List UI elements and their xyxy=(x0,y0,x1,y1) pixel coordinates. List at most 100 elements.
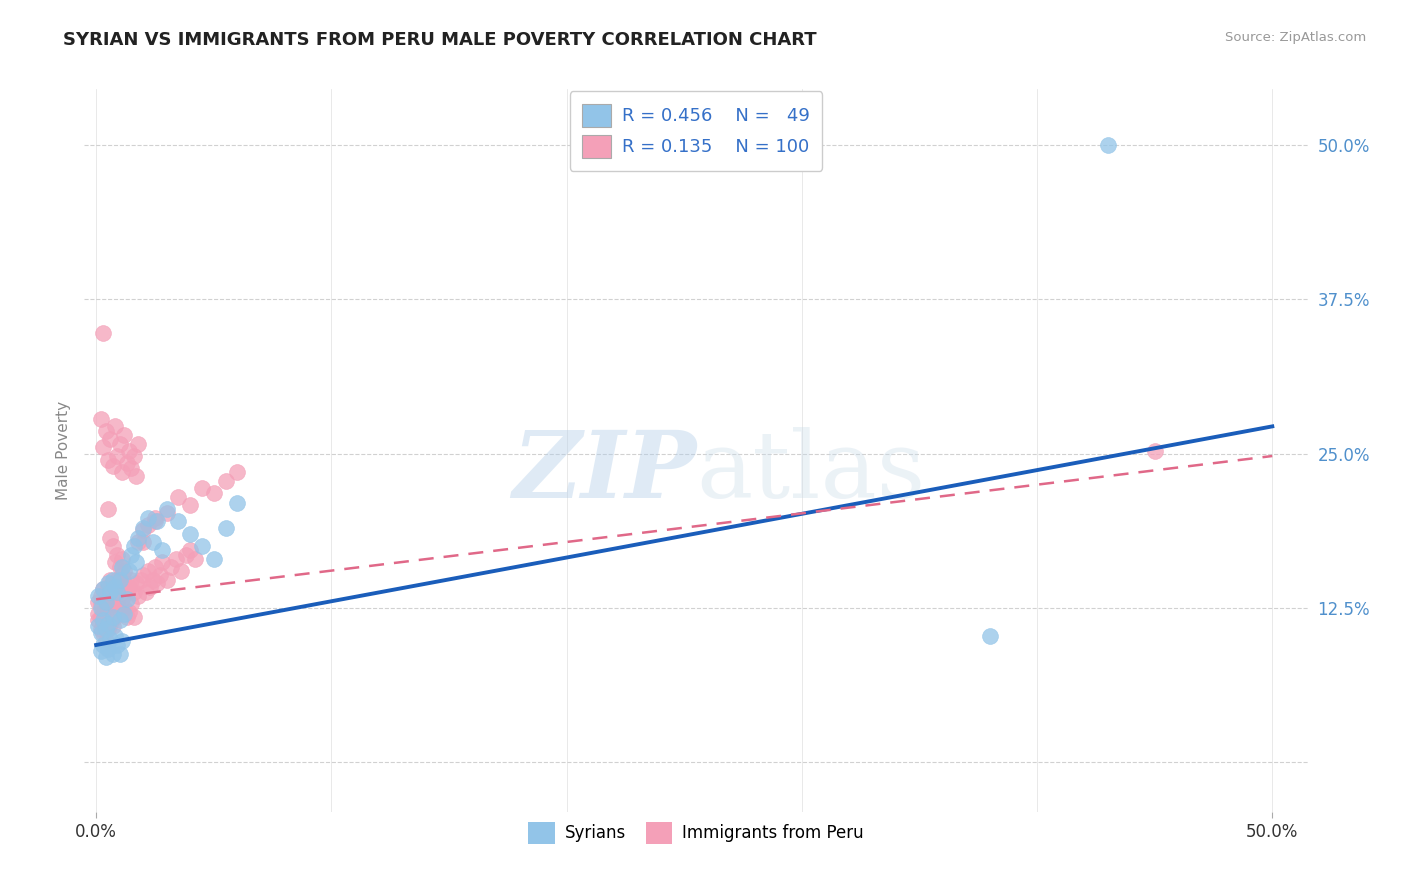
Point xyxy=(94,425,117,439)
Point xyxy=(87,613,110,627)
Point xyxy=(104,419,127,434)
Point xyxy=(112,576,135,591)
Point xyxy=(104,585,127,599)
Point xyxy=(111,592,134,607)
Point xyxy=(132,567,155,582)
Point xyxy=(112,428,135,442)
Point xyxy=(111,567,134,582)
Point xyxy=(94,592,117,607)
Point xyxy=(97,617,120,632)
Point xyxy=(167,515,190,529)
Point xyxy=(139,580,162,594)
Point xyxy=(143,515,166,529)
Point xyxy=(135,585,157,599)
Point xyxy=(101,573,124,587)
Point xyxy=(101,458,124,473)
Point xyxy=(136,564,159,578)
Point xyxy=(118,605,141,619)
Point xyxy=(97,622,120,636)
Point xyxy=(1097,137,1119,152)
Point xyxy=(105,638,128,652)
Point xyxy=(101,576,124,591)
Point xyxy=(101,597,124,611)
Point xyxy=(127,531,149,545)
Point xyxy=(98,632,121,646)
Point xyxy=(122,585,145,599)
Point xyxy=(112,564,135,578)
Point xyxy=(191,481,214,495)
Point xyxy=(97,502,120,516)
Point xyxy=(91,638,114,652)
Point xyxy=(184,551,207,566)
Point xyxy=(146,576,169,591)
Point xyxy=(226,465,249,479)
Point xyxy=(156,573,179,587)
Point xyxy=(91,613,114,627)
Point xyxy=(120,597,142,611)
Point xyxy=(108,560,131,574)
Point xyxy=(125,468,148,483)
Point xyxy=(146,515,169,529)
Point xyxy=(1143,444,1166,458)
Point xyxy=(104,555,127,569)
Point xyxy=(120,548,142,562)
Point xyxy=(125,576,148,591)
Text: SYRIAN VS IMMIGRANTS FROM PERU MALE POVERTY CORRELATION CHART: SYRIAN VS IMMIGRANTS FROM PERU MALE POVE… xyxy=(63,31,817,49)
Point xyxy=(98,531,121,545)
Point xyxy=(90,644,112,658)
Point xyxy=(125,555,148,569)
Point xyxy=(97,452,120,467)
Point xyxy=(108,613,131,627)
Point xyxy=(118,580,141,594)
Point xyxy=(105,585,128,599)
Point xyxy=(179,526,201,541)
Point xyxy=(132,521,155,535)
Text: atlas: atlas xyxy=(696,427,925,517)
Point xyxy=(94,634,117,648)
Point xyxy=(127,589,149,603)
Point xyxy=(179,499,201,513)
Point xyxy=(115,585,138,599)
Point xyxy=(226,496,249,510)
Point xyxy=(94,650,117,665)
Point xyxy=(87,619,110,633)
Point xyxy=(127,436,149,450)
Point xyxy=(91,582,114,597)
Point xyxy=(98,573,121,587)
Y-axis label: Male Poverty: Male Poverty xyxy=(56,401,72,500)
Point xyxy=(94,622,117,636)
Point xyxy=(87,595,110,609)
Point xyxy=(97,601,120,615)
Point xyxy=(108,605,131,619)
Point xyxy=(167,490,190,504)
Point xyxy=(90,622,112,636)
Point xyxy=(90,609,112,624)
Point xyxy=(90,412,112,426)
Point xyxy=(143,510,166,524)
Point xyxy=(105,573,128,587)
Point xyxy=(98,617,121,632)
Point xyxy=(118,444,141,458)
Point xyxy=(202,486,225,500)
Point xyxy=(91,441,114,455)
Point xyxy=(115,457,138,471)
Point xyxy=(97,576,120,591)
Text: Source: ZipAtlas.com: Source: ZipAtlas.com xyxy=(1226,31,1367,45)
Point xyxy=(90,589,112,603)
Point xyxy=(98,432,121,446)
Point xyxy=(120,461,142,475)
Point xyxy=(111,634,134,648)
Point xyxy=(165,551,187,566)
Point xyxy=(979,629,1001,643)
Point xyxy=(94,595,117,609)
Point xyxy=(90,625,112,640)
Point xyxy=(108,573,131,587)
Point xyxy=(111,560,134,574)
Point xyxy=(149,567,172,582)
Point xyxy=(160,560,183,574)
Point xyxy=(87,589,110,603)
Point xyxy=(118,564,141,578)
Point xyxy=(136,510,159,524)
Point xyxy=(91,625,114,640)
Legend: Syrians, Immigrants from Peru: Syrians, Immigrants from Peru xyxy=(522,815,870,850)
